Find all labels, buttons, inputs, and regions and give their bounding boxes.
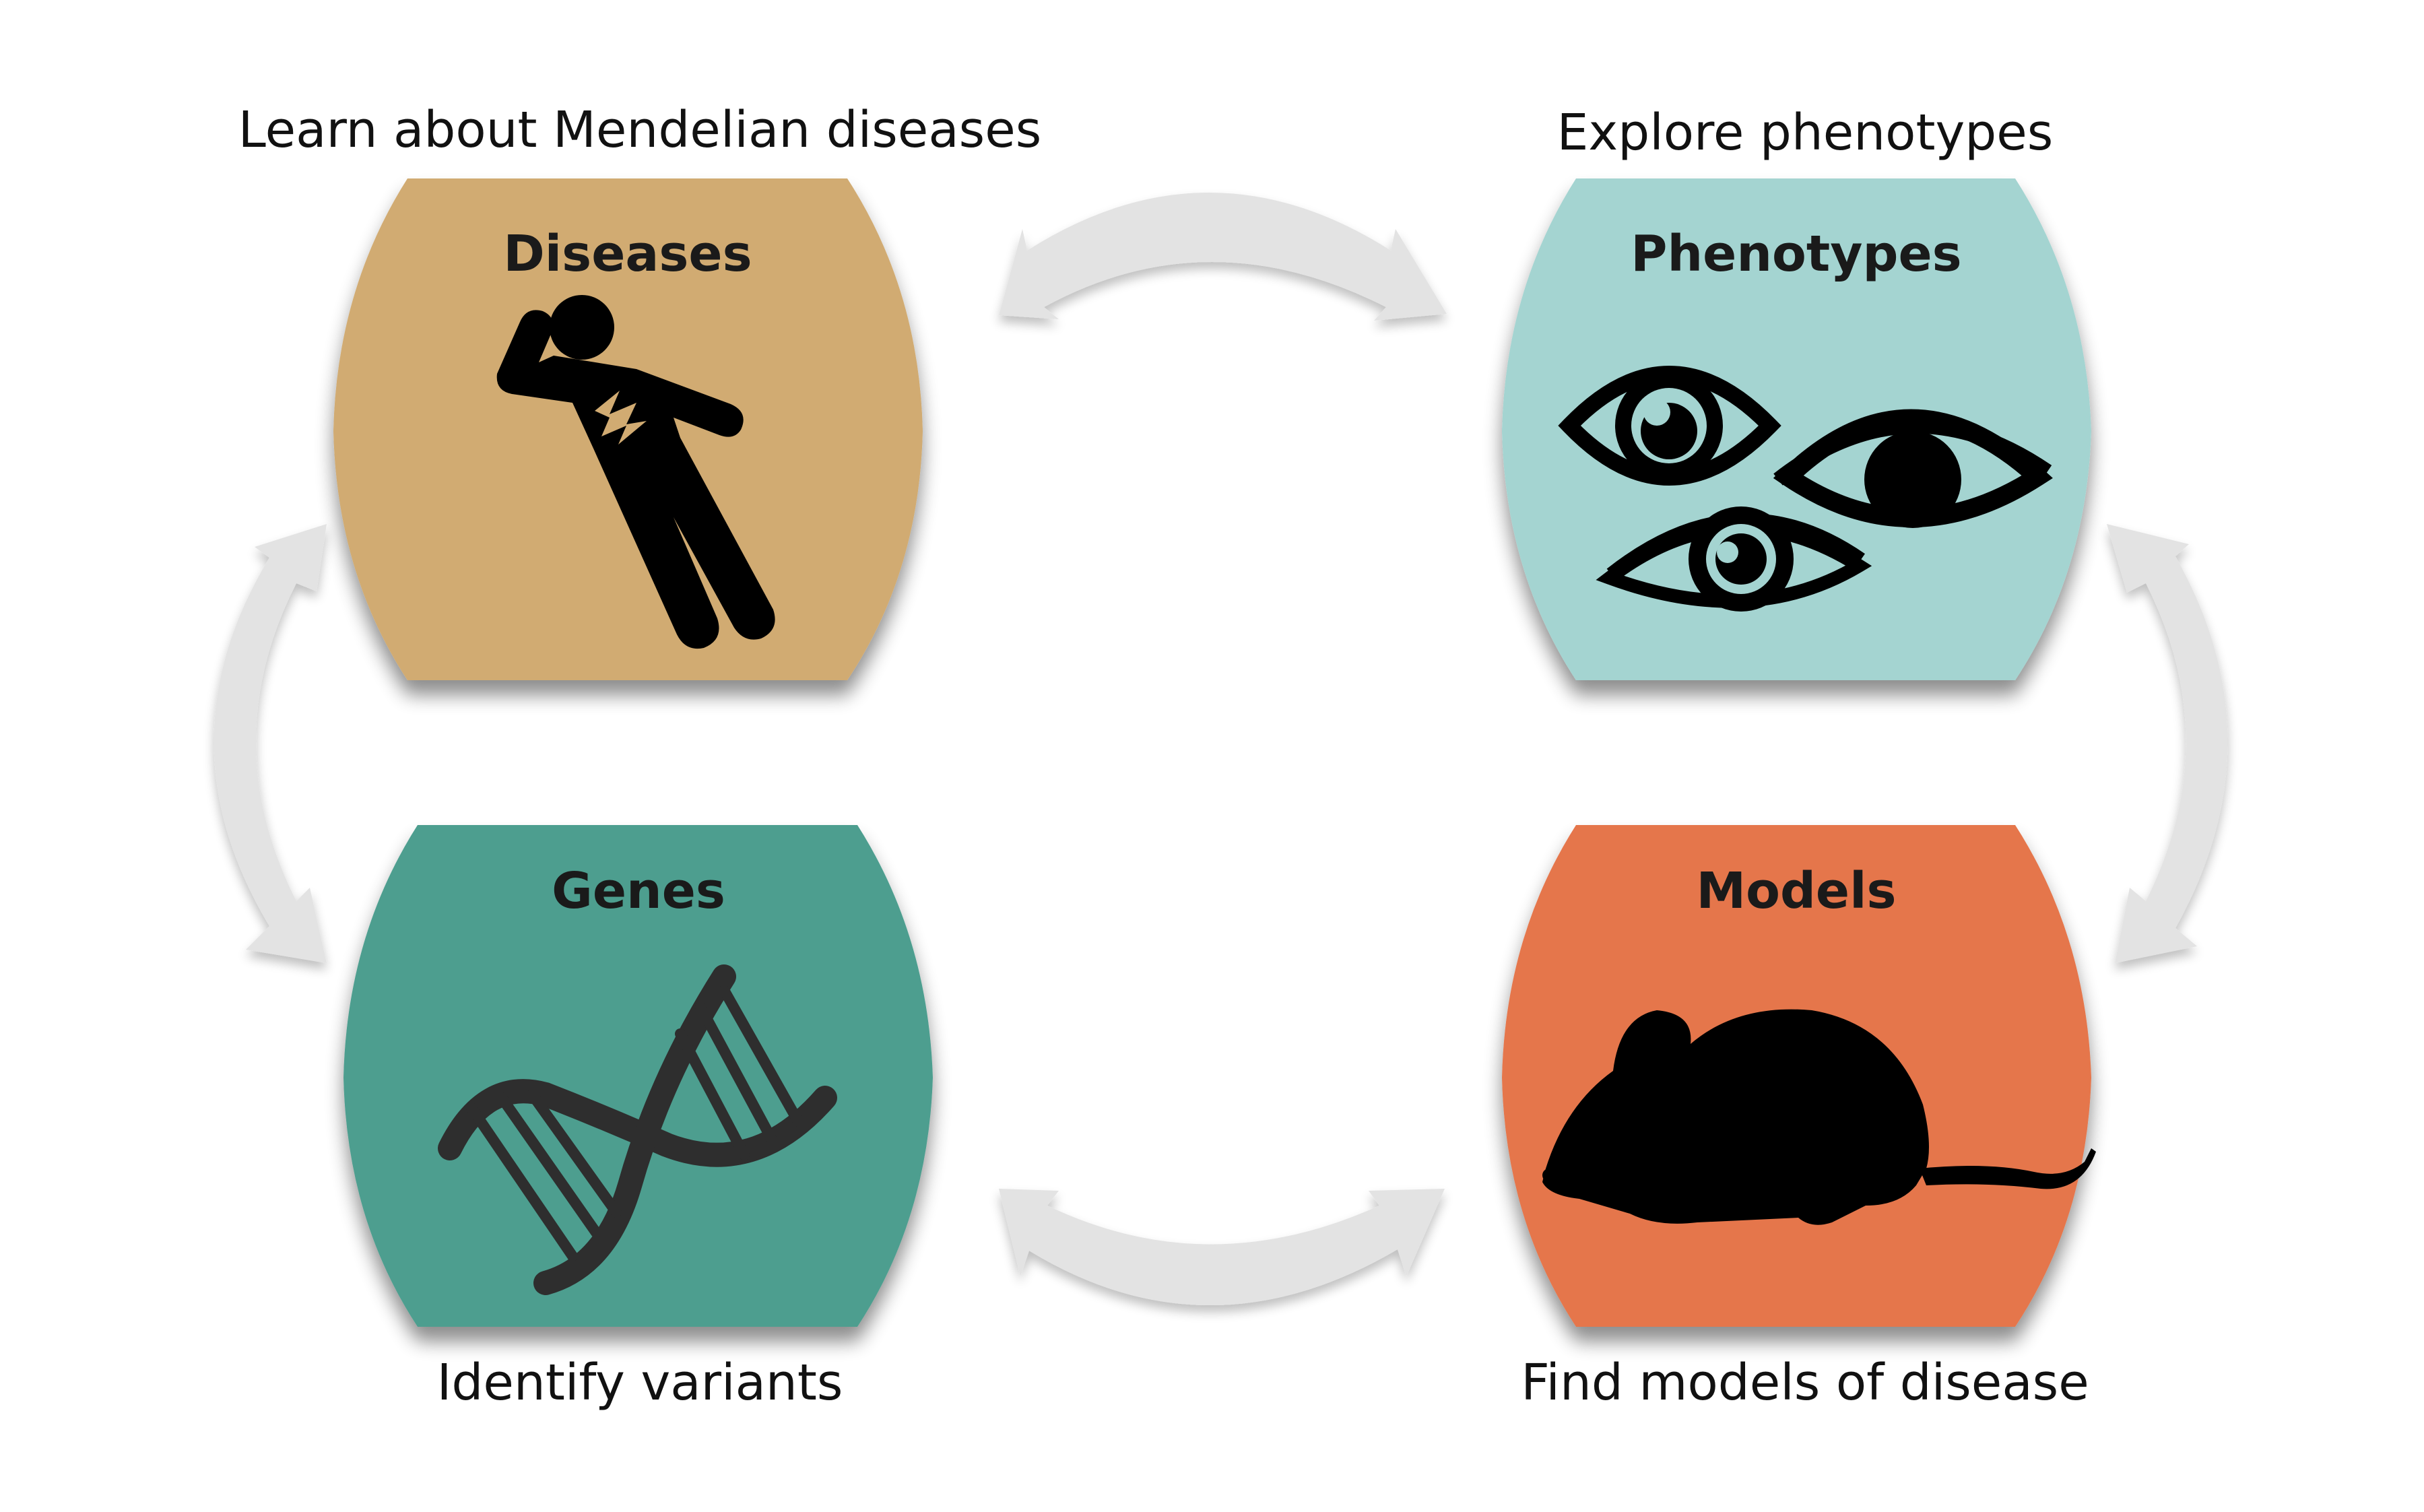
- node-models: Models: [1502, 825, 2096, 1327]
- genes-title: Genes: [552, 862, 725, 920]
- phenotypes-caption: Explore phenotypes: [1557, 104, 2054, 162]
- genes-box: [343, 825, 933, 1327]
- genes-caption: Identify variants: [437, 1354, 843, 1412]
- mouse-icon: [1542, 1009, 2096, 1225]
- models-caption: Find models of disease: [1521, 1354, 2089, 1412]
- node-diseases: Diseases: [333, 178, 923, 680]
- right-double-arrow: [2107, 524, 2228, 963]
- falling-person-icon: [496, 295, 775, 649]
- eyes-icon: [1558, 366, 2053, 612]
- node-genes: Genes: [343, 825, 933, 1327]
- dna-icon: [438, 964, 837, 1295]
- top-double-arrow: [999, 193, 1447, 321]
- diseases-title: Diseases: [503, 225, 752, 283]
- bottom-double-arrow: [999, 1189, 1445, 1306]
- node-phenotypes: Phenotypes: [1502, 178, 2091, 680]
- left-double-arrow: [214, 524, 327, 963]
- models-title: Models: [1696, 862, 1896, 920]
- diseases-caption: Learn about Mendelian diseases: [238, 101, 1042, 159]
- phenotypes-title: Phenotypes: [1631, 225, 1961, 283]
